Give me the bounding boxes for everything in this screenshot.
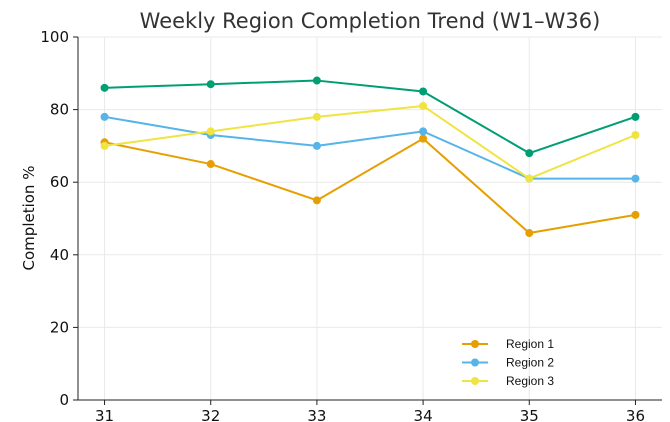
series-group <box>100 76 640 238</box>
x-tick-label: 31 <box>95 407 114 422</box>
y-tick-label: 40 <box>50 246 69 264</box>
data-point <box>525 229 534 238</box>
legend-label: Region 3 <box>506 374 554 388</box>
x-tick-label: 33 <box>307 407 326 422</box>
data-point <box>312 196 321 205</box>
data-point <box>419 87 428 96</box>
x-axis-ticks: 31 32 33 34 35 36 <box>95 400 645 422</box>
legend-marker <box>471 377 479 385</box>
y-tick-label: 100 <box>40 28 69 46</box>
series-line <box>104 79 636 155</box>
y-tick-label: 0 <box>59 391 69 409</box>
y-axis-ticks: 0 20 40 60 80 100 <box>40 28 78 409</box>
data-point <box>206 80 215 89</box>
data-point <box>525 174 534 183</box>
legend-label: Region 1 <box>506 337 554 351</box>
series-4 <box>100 101 640 183</box>
legend-marker <box>471 358 479 367</box>
series-2 <box>100 112 640 183</box>
data-point <box>312 112 321 121</box>
data-point <box>419 101 428 110</box>
legend: Region 1 Region 2 Region 3 <box>462 337 554 388</box>
legend-marker <box>471 340 479 348</box>
data-point <box>312 141 321 150</box>
series-line <box>104 104 636 180</box>
x-tick-label: 36 <box>626 407 645 422</box>
x-tick-label: 32 <box>201 407 220 422</box>
data-point <box>525 149 534 158</box>
x-tick-label: 35 <box>520 407 539 422</box>
data-point <box>631 112 640 121</box>
y-tick-label: 20 <box>50 318 69 336</box>
legend-label: Region 2 <box>506 356 554 370</box>
y-axis-label: Completion % <box>20 166 38 271</box>
data-point <box>631 131 640 140</box>
legend-item: Region 3 <box>462 374 554 388</box>
series-3 <box>100 76 640 158</box>
series-line <box>104 115 636 180</box>
data-point <box>312 76 321 85</box>
data-point <box>419 127 428 136</box>
x-tick-label: 34 <box>414 407 433 422</box>
legend-item: Region 2 <box>462 356 554 370</box>
grid <box>78 36 662 401</box>
y-tick-label: 60 <box>50 173 69 191</box>
axes <box>77 37 662 401</box>
data-point <box>631 174 640 183</box>
chart-title: Weekly Region Completion Trend (W1–W36) <box>140 9 601 33</box>
data-point <box>631 210 640 219</box>
data-point <box>206 160 215 169</box>
series-1 <box>100 134 640 238</box>
series-line <box>104 137 636 235</box>
data-point <box>100 112 109 121</box>
legend-item: Region 1 <box>462 337 554 351</box>
data-point <box>419 134 428 143</box>
y-tick-label: 80 <box>50 101 69 119</box>
data-point <box>100 141 109 150</box>
data-point <box>206 127 215 136</box>
data-point <box>100 83 109 92</box>
